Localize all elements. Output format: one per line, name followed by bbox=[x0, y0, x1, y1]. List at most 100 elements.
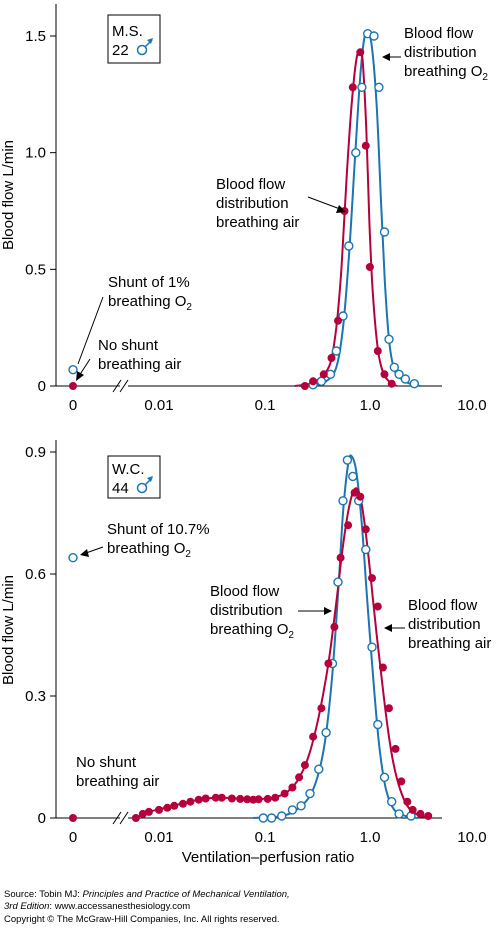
point-air bbox=[263, 794, 272, 803]
axis-break bbox=[112, 379, 129, 393]
x-ticks: 0 0.01 0.1 1.0 10.0 bbox=[69, 829, 487, 846]
o2-arrowhead bbox=[382, 53, 390, 61]
y-axis-label: Blood flow L/min bbox=[0, 140, 17, 250]
subject-initials: M.S. bbox=[112, 23, 143, 40]
point-air bbox=[217, 793, 226, 802]
o2-label-line1: Blood flow bbox=[404, 25, 473, 42]
y-tick-label: 1.5 bbox=[25, 28, 46, 45]
point-o2 bbox=[389, 362, 399, 372]
air-arrow bbox=[307, 196, 341, 210]
x-tick-label: 0.1 bbox=[255, 829, 276, 846]
o2-label-line2: distribution bbox=[210, 602, 283, 619]
point-air bbox=[144, 807, 153, 816]
point-air bbox=[416, 809, 425, 818]
air-label-line3: breathing air bbox=[408, 635, 491, 652]
point-air bbox=[280, 789, 289, 798]
y-tick-label: 0 bbox=[38, 378, 46, 395]
y-axis-label: Blood flow L/min bbox=[0, 575, 17, 685]
point-air bbox=[211, 793, 220, 802]
point-air bbox=[397, 777, 406, 786]
point-o2 bbox=[266, 813, 277, 823]
point-air bbox=[236, 794, 245, 803]
point-air bbox=[324, 659, 333, 668]
point-air bbox=[227, 794, 236, 803]
shunt-o2-label-line2: breathing O2 bbox=[108, 293, 192, 313]
point-air bbox=[373, 602, 382, 611]
point-air bbox=[391, 744, 400, 753]
point-air bbox=[378, 663, 387, 672]
shunt-air-point bbox=[69, 814, 77, 822]
point-o2 bbox=[296, 801, 306, 811]
point-air bbox=[361, 141, 370, 150]
point-o2 bbox=[394, 809, 404, 819]
o2-label-line1: Blood flow bbox=[210, 583, 279, 600]
y-ticks: 0 0.5 1.0 1.5 bbox=[25, 28, 56, 395]
curve-o2 bbox=[253, 454, 418, 819]
x-tick-label: 0 bbox=[69, 397, 77, 414]
y-tick-label: 1.0 bbox=[25, 145, 46, 162]
shunt-air-arrowhead bbox=[76, 371, 84, 381]
point-o2 bbox=[374, 82, 384, 93]
point-air bbox=[163, 803, 172, 812]
subject-age: 22 bbox=[112, 42, 129, 59]
point-air bbox=[356, 492, 365, 501]
o2-label-line3: breathing O2 bbox=[404, 63, 488, 83]
shunt-o2-arrow bbox=[85, 546, 104, 554]
x-tick-label: 10.0 bbox=[457, 397, 486, 414]
male-symbol-icon bbox=[136, 38, 153, 56]
o2-arrowhead bbox=[324, 607, 332, 615]
point-o2 bbox=[400, 374, 411, 384]
point-o2 bbox=[316, 376, 327, 386]
point-air bbox=[403, 797, 412, 806]
x-ticks: 0 0.01 0.1 1.0 10.0 bbox=[69, 397, 487, 414]
shunt-air-label-line1: No shunt bbox=[76, 754, 137, 771]
point-o2 bbox=[338, 311, 348, 321]
subject-box: M.S. 22 bbox=[107, 14, 161, 64]
axis-break bbox=[112, 811, 129, 825]
shunt-o2-point bbox=[68, 553, 78, 563]
point-air bbox=[317, 704, 326, 713]
shunt-o2-label-line2: breathing O2 bbox=[107, 540, 191, 560]
point-air bbox=[380, 370, 389, 379]
shunt-o2-arrowhead bbox=[80, 549, 89, 557]
y-tick-label: 0.3 bbox=[25, 688, 46, 705]
point-o2 bbox=[387, 797, 397, 807]
o2-label-line2: distribution bbox=[404, 44, 477, 61]
point-o2 bbox=[394, 369, 404, 379]
point-air bbox=[330, 622, 339, 631]
point-o2 bbox=[379, 772, 390, 782]
point-air bbox=[385, 704, 393, 713]
point-o2 bbox=[338, 496, 348, 506]
point-o2 bbox=[333, 577, 343, 587]
point-air bbox=[300, 382, 309, 390]
point-o2 bbox=[258, 813, 268, 823]
x-tick-label: 0.01 bbox=[144, 397, 173, 414]
point-air bbox=[271, 793, 280, 802]
shunt-o2-arrow bbox=[77, 296, 104, 365]
point-air bbox=[155, 805, 163, 814]
air-label-line1: Blood flow bbox=[408, 597, 477, 614]
air-label-line2: distribution bbox=[216, 195, 289, 212]
point-air bbox=[373, 347, 382, 355]
point-air bbox=[170, 801, 179, 810]
point-air bbox=[288, 783, 297, 792]
point-o2 bbox=[351, 147, 361, 158]
point-air bbox=[424, 812, 433, 820]
air-arrowhead bbox=[336, 205, 346, 213]
y-tick-label: 0.5 bbox=[25, 261, 46, 278]
point-o2 bbox=[305, 788, 315, 799]
point-air bbox=[327, 354, 336, 362]
subject-age: 44 bbox=[112, 480, 129, 497]
point-o2 bbox=[369, 31, 379, 41]
y-tick-label: 0.9 bbox=[25, 444, 46, 461]
point-air bbox=[334, 316, 342, 325]
point-o2 bbox=[373, 719, 383, 730]
x-axis-label: Ventilation–perfusion ratio bbox=[182, 849, 355, 866]
point-o2 bbox=[277, 811, 287, 821]
air-label-line1: Blood flow bbox=[216, 176, 285, 193]
subject-initials: W.C. bbox=[112, 461, 145, 478]
source-edition: 3rd Edition: www.accessanesthesiology.co… bbox=[4, 901, 191, 912]
point-o2 bbox=[331, 346, 341, 356]
x-tick-label: 1.0 bbox=[360, 397, 381, 414]
shunt-air-arrow bbox=[78, 358, 91, 377]
